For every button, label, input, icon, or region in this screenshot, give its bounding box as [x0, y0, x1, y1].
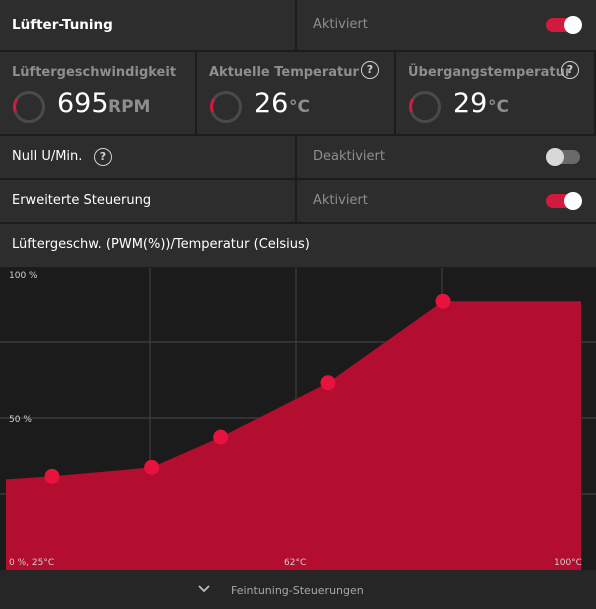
stat-fan-speed-title: Lüftergeschwindigkeit: [12, 65, 177, 80]
zero-rpm-row: Null U/Min. ? Deaktiviert: [0, 136, 596, 178]
stat-current-temp-title: Aktuelle Temperatur: [209, 65, 359, 80]
stat-junction-temp-title: Übergangstemperatur: [408, 65, 572, 80]
curve-point-2[interactable]: [144, 459, 160, 475]
stat-current-temp-value: 26: [254, 88, 289, 119]
curve-header-row: Lüftergeschw. (PWM(%))/Temperatur (Celsi…: [0, 224, 596, 267]
fan-curve-chart[interactable]: 100 % 50 % 0 %, 25°C 62°C 100°C: [0, 268, 596, 570]
fan-tuning-title-cell: Lüfter-Tuning: [0, 0, 295, 50]
junction-temp-help-icon[interactable]: ?: [561, 61, 579, 79]
advanced-control-status-cell: Aktiviert: [297, 180, 596, 222]
junction-temp-gauge-icon: [409, 91, 441, 123]
zero-rpm-label-cell: Null U/Min. ?: [0, 136, 295, 178]
zero-rpm-label: Null U/Min.: [12, 149, 83, 164]
stat-fan-speed-value: 695: [57, 88, 109, 119]
fan-curve-points: [44, 293, 451, 484]
toggle-knob: [564, 16, 582, 34]
stat-junction-temp-value: 29: [453, 88, 488, 119]
stat-current-temp-unit: °C: [289, 97, 310, 117]
curve-point-1[interactable]: [44, 468, 60, 484]
stats-row: Lüftergeschwindigkeit 695 RPM Aktuelle T…: [0, 52, 596, 134]
zero-rpm-toggle[interactable]: [546, 148, 580, 166]
fan-curve-area: [6, 301, 581, 570]
curve-point-5[interactable]: [435, 293, 451, 309]
advanced-control-label: Erweiterte Steuerung: [12, 193, 152, 208]
current-temp-gauge-icon: [210, 91, 242, 123]
zero-rpm-status: Deaktiviert: [313, 149, 385, 164]
fan-speed-gauge-icon: [13, 91, 45, 123]
zero-rpm-help-icon[interactable]: ?: [94, 148, 112, 166]
curve-point-3[interactable]: [213, 429, 229, 445]
fan-tuning-toggle[interactable]: [546, 16, 582, 34]
stat-fan-speed: Lüftergeschwindigkeit 695 RPM: [0, 52, 195, 134]
fan-tuning-title: Lüfter-Tuning: [12, 17, 113, 33]
advanced-control-label-cell: Erweiterte Steuerung: [0, 180, 295, 222]
x-label-mid: 62°C: [284, 558, 306, 568]
zero-rpm-status-cell: Deaktiviert: [297, 136, 596, 178]
stat-junction-temp: Übergangstemperatur ? 29 °C: [396, 52, 594, 134]
fine-tuning-label: Feintuning-Steuerungen: [231, 584, 364, 597]
chevron-down-icon: [198, 585, 210, 593]
stat-junction-temp-unit: °C: [488, 97, 509, 117]
fan-tuning-status: Aktiviert: [313, 17, 368, 32]
fan-tuning-header: Lüfter-Tuning Aktiviert: [0, 0, 596, 50]
stat-fan-speed-unit: RPM: [108, 97, 151, 117]
advanced-control-status: Aktiviert: [313, 193, 368, 208]
curve-header-label: Lüftergeschw. (PWM(%))/Temperatur (Celsi…: [12, 237, 310, 252]
fine-tuning-controls[interactable]: Feintuning-Steuerungen: [0, 570, 596, 609]
curve-point-4[interactable]: [320, 375, 336, 391]
advanced-control-row: Erweiterte Steuerung Aktiviert: [0, 180, 596, 222]
fan-tuning-status-cell: Aktiviert: [297, 0, 596, 50]
current-temp-help-icon[interactable]: ?: [361, 61, 379, 79]
x-label-end: 100°C: [554, 558, 582, 568]
toggle-knob: [546, 148, 564, 166]
stat-current-temp: Aktuelle Temperatur ? 26 °C: [197, 52, 394, 134]
curve-header-cell: Lüftergeschw. (PWM(%))/Temperatur (Celsi…: [0, 224, 596, 267]
y-label-mid: 50 %: [9, 415, 32, 425]
origin-label: 0 %, 25°C: [9, 558, 54, 568]
y-label-top: 100 %: [9, 271, 38, 281]
advanced-control-toggle[interactable]: [546, 192, 582, 210]
toggle-knob: [564, 192, 582, 210]
